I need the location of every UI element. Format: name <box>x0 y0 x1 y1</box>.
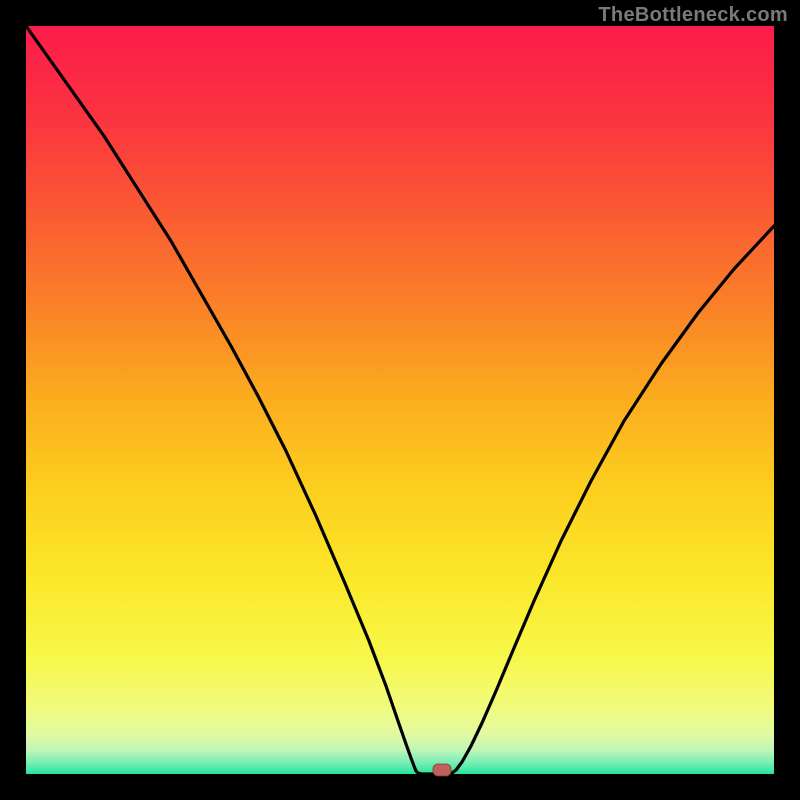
bottleneck-chart <box>0 0 800 800</box>
minimum-marker <box>433 764 451 776</box>
watermark-text: TheBottleneck.com <box>598 4 788 27</box>
chart-container: TheBottleneck.com <box>0 0 800 800</box>
plot-background <box>26 26 774 774</box>
